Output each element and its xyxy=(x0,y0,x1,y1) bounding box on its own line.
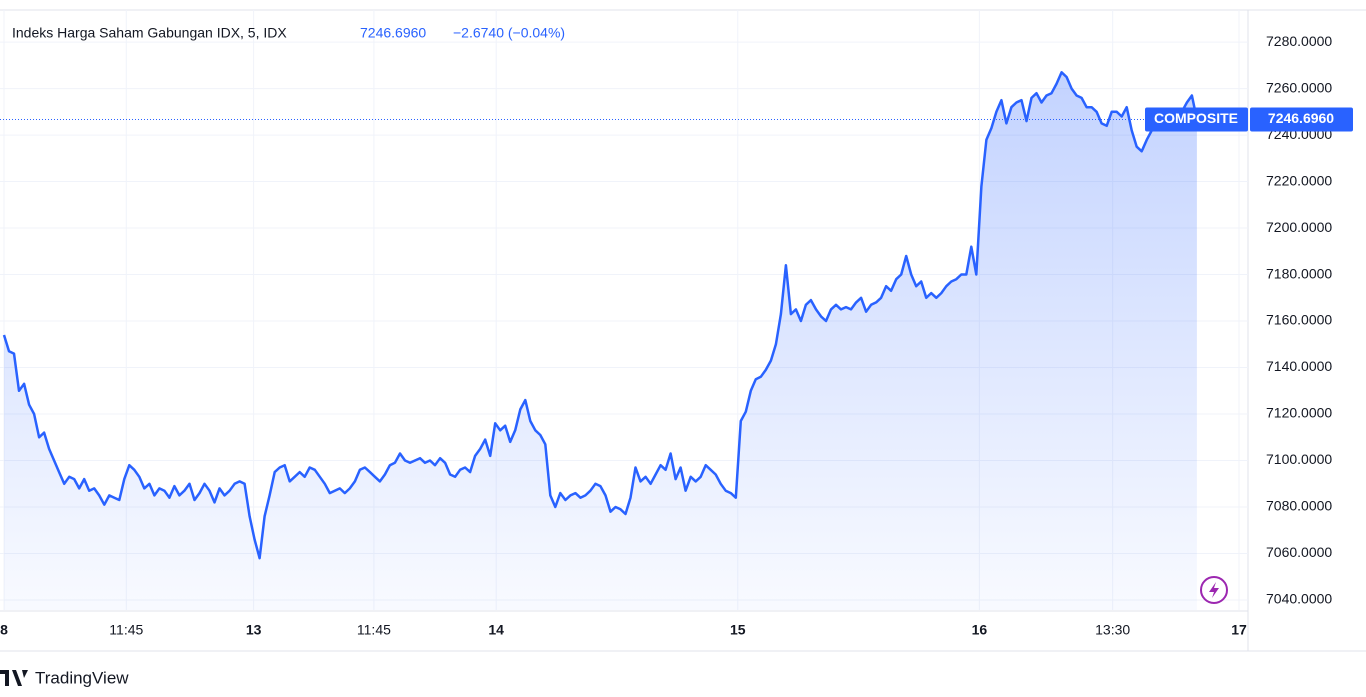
series-label-box xyxy=(1145,107,1248,132)
y-tick-label: 7180.0000 xyxy=(1266,265,1332,281)
x-tick-label: 14 xyxy=(488,622,504,638)
chart-title: Indeks Harga Saham Gabungan IDX, 5, IDX xyxy=(12,25,287,41)
y-tick-label: 7140.0000 xyxy=(1266,358,1332,374)
header-change: −2.6740 (−0.04%) xyxy=(453,25,565,41)
price-label-box xyxy=(1250,107,1353,132)
axes: 7040.0000 7060.0000 7080.0000 7100.0000 7120… xyxy=(0,33,1353,638)
y-tick-label: 7200.0000 xyxy=(1266,219,1332,235)
y-tick-label: 7220.0000 xyxy=(1266,172,1332,188)
header-price: 7246.6960 xyxy=(360,25,426,41)
alert-bolt[interactable] xyxy=(1209,582,1219,598)
x-tick-label: 11:45 xyxy=(357,622,391,638)
x-tick-label: 13 xyxy=(246,622,262,638)
x-tick-label: 16 xyxy=(972,622,988,638)
plot xyxy=(0,71,1248,611)
y-tick-label: 7120.0000 xyxy=(1266,405,1332,421)
y-tick-label: 7080.0000 xyxy=(1266,498,1332,514)
y-tick-label: 7040.0000 xyxy=(1266,591,1332,607)
x-tick-label: 11:45 xyxy=(109,622,143,638)
y-tick-label: 7100.0000 xyxy=(1266,451,1332,467)
brand-name[interactable]: TradingView xyxy=(35,668,129,687)
brand-logo[interactable]: TradingView xyxy=(0,668,129,687)
y-tick-label: 7160.0000 xyxy=(1266,312,1332,328)
x-tick-label: 15 xyxy=(730,622,746,638)
price-line xyxy=(2,71,1199,560)
y-tick-label: 7280.0000 xyxy=(1266,33,1332,49)
y-tick-label: 7060.0000 xyxy=(1266,544,1332,560)
series-name: COMPOSITE xyxy=(1154,110,1238,126)
x-tick-label: 8 xyxy=(0,622,8,638)
alert-icon[interactable] xyxy=(1200,576,1228,604)
price-label: 7246.6960 xyxy=(1268,110,1334,126)
logo-mark[interactable] xyxy=(0,670,28,686)
y-tick-label: 7260.0000 xyxy=(1266,79,1332,95)
area-fill xyxy=(4,72,1197,611)
x-tick-label: 17 xyxy=(1231,622,1247,638)
x-tick-label: 13:30 xyxy=(1095,622,1130,638)
